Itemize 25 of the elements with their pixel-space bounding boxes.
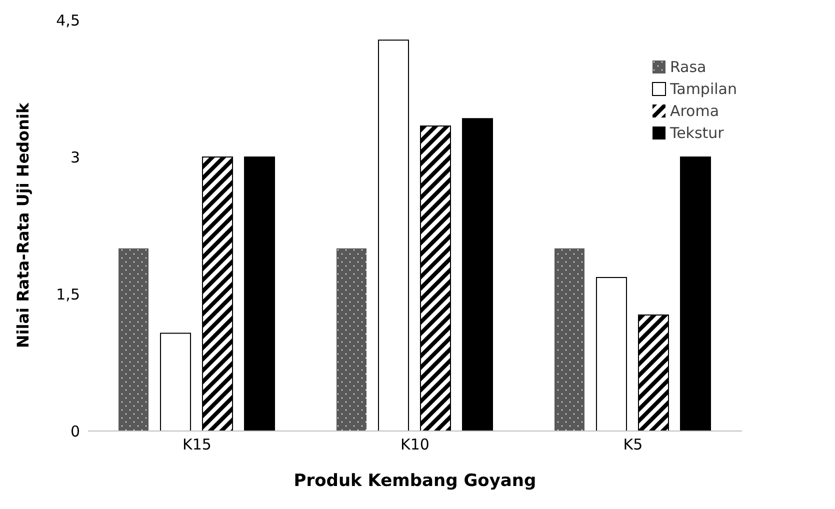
- y-axis-title: Nilai Rata-Rata Uji Hedonik: [14, 102, 33, 348]
- bar: [554, 248, 584, 431]
- x-axis-title: Produk Kembang Goyang: [294, 471, 536, 491]
- bar: [420, 125, 451, 431]
- x-tick-label: K10: [400, 436, 430, 454]
- bar: [118, 248, 149, 431]
- y-tick-label: 1,5: [56, 285, 80, 304]
- bar: [638, 314, 669, 431]
- bar: [244, 156, 276, 431]
- legend-label: Rasa: [670, 58, 706, 76]
- bar: [680, 156, 711, 431]
- legend-label: Aroma: [670, 102, 720, 120]
- bar: [462, 118, 493, 431]
- bar: [596, 277, 627, 431]
- y-tick-label: 3: [70, 148, 80, 166]
- y-tick-label: 4,5: [56, 11, 80, 30]
- x-tick-label: K15: [182, 436, 212, 454]
- bar: [160, 332, 192, 431]
- bar: [336, 248, 366, 431]
- legend-label: Tekstur: [670, 124, 724, 142]
- x-tick-label: K5: [623, 436, 643, 454]
- bar: [378, 40, 409, 431]
- legend-label: Tampilan: [670, 80, 737, 98]
- y-tick-label: 0: [70, 422, 80, 440]
- bar: [202, 156, 234, 431]
